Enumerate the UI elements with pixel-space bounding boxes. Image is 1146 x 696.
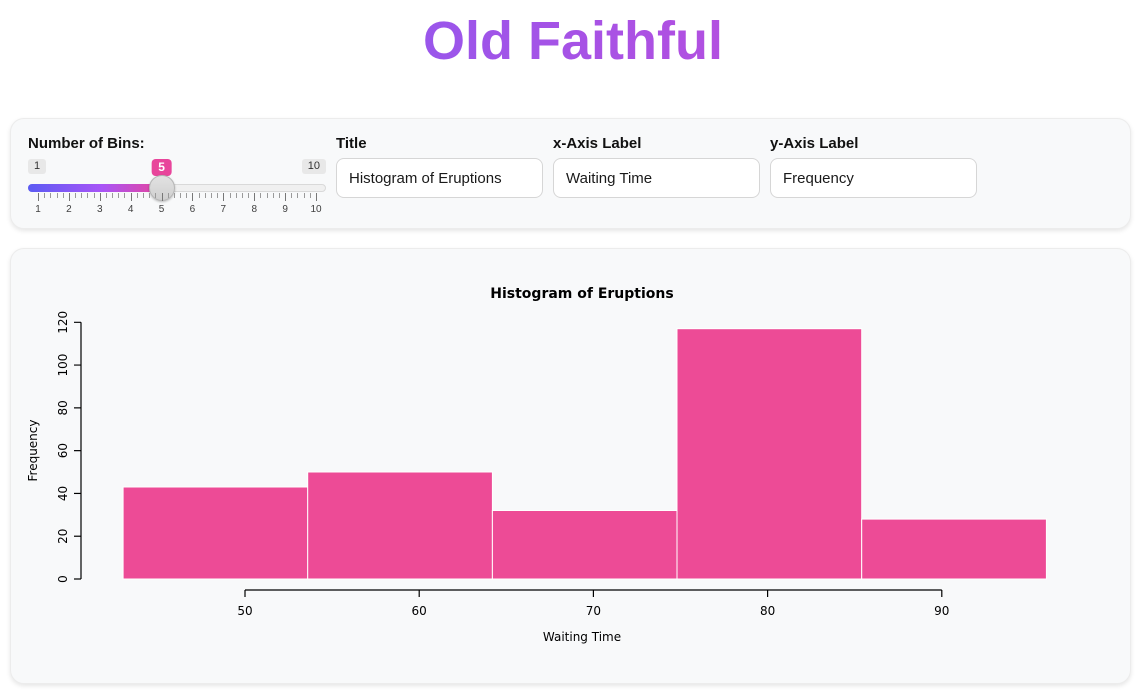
slider-grid-minor-tick: [204, 193, 206, 199]
slider-grid-minor-tick: [105, 193, 107, 199]
slider-grid-minor-tick: [186, 193, 188, 199]
slider-grid-minor-tick: [272, 193, 274, 199]
svg-text:70: 70: [586, 604, 601, 618]
slider-grid-minor-tick: [278, 193, 280, 199]
histogram-bar: [122, 486, 309, 580]
slider-grid-number: 8: [251, 204, 257, 216]
slider-grid-minor-tick: [136, 193, 138, 199]
slider-grid-tick: [316, 193, 317, 202]
svg-text:80: 80: [56, 400, 70, 415]
slider-grid-minor-tick: [124, 193, 126, 199]
slider-max-badge: 10: [301, 159, 326, 175]
histogram-bar: [676, 328, 863, 580]
slider-grid-tick: [38, 193, 39, 202]
slider-grid-tick: [161, 193, 163, 202]
slider-grid-tick: [285, 193, 287, 202]
slider-grid-number: 4: [127, 204, 134, 216]
plot-title: Histogram of Eruptions: [490, 286, 673, 302]
svg-text:20: 20: [56, 529, 70, 544]
slider-grid-minor-tick: [50, 193, 52, 199]
slider-grid-minor-tick: [248, 193, 250, 199]
y-axis-label-input[interactable]: [770, 158, 977, 199]
slider-value-badge: 5: [151, 159, 172, 177]
slider-track-fill: [28, 184, 162, 193]
svg-text:60: 60: [412, 604, 427, 618]
slider-grid-tick: [130, 193, 132, 202]
slider-grid-number: 9: [282, 204, 288, 216]
slider-grid-minor-tick: [241, 193, 243, 199]
slider-grid-minor-tick: [173, 193, 175, 199]
slider-grid-tick: [223, 193, 225, 202]
slider-grid-minor-tick: [149, 193, 151, 199]
ylabel-input-label: y-Axis Label: [770, 135, 859, 153]
svg-text:90: 90: [934, 604, 949, 618]
slider-grid-minor-tick: [309, 193, 311, 199]
title-input[interactable]: [336, 158, 543, 199]
svg-text:100: 100: [56, 354, 70, 377]
xlabel-control: x-Axis Label: [553, 133, 760, 214]
x-axis-label-input[interactable]: [553, 158, 760, 199]
slider-grid-minor-tick: [81, 193, 83, 199]
slider-grid-minor-tick: [198, 193, 200, 199]
slider-grid-number: 10: [310, 204, 322, 216]
slider-grid-minor-tick: [44, 193, 46, 199]
svg-text:40: 40: [56, 486, 70, 501]
svg-text:50: 50: [237, 604, 252, 618]
slider-grid-number: 7: [220, 204, 227, 216]
histogram-plot: 0 20 40 60 80 100 120 50 60 70 80 90 Histogram of Er…: [26, 286, 1047, 644]
slider-grid-minor-tick: [260, 193, 262, 199]
slider-grid-number: 1: [35, 204, 41, 216]
slider-grid-minor-tick: [167, 193, 169, 199]
slider-grid-minor-tick: [87, 193, 89, 199]
slider-grid-minor-tick: [229, 193, 231, 199]
slider-grid-minor-tick: [266, 193, 268, 199]
slider-grid-number: 2: [66, 204, 72, 216]
slider-grid: 1 2 3 4 5 6 7 8 9 10: [28, 193, 326, 216]
histogram-bar: [491, 510, 678, 580]
plot-card: 0 20 40 60 80 100 120 50 60 70 80 90 Histogram of Er…: [10, 248, 1131, 685]
bins-slider[interactable]: 1 10 5 1 2 3 4 5 6 7 8 9 10: [28, 158, 326, 216]
slider-grid-number: 6: [189, 204, 196, 216]
svg-text:0: 0: [56, 575, 70, 583]
svg-text:60: 60: [56, 443, 70, 458]
slider-grid-tick: [99, 193, 101, 202]
bins-control: Number of Bins: 1 10 5 1 2 3 4 5 6 7 8 9 10: [28, 133, 326, 216]
xlabel-input-label: x-Axis Label: [553, 135, 642, 153]
slider-grid-number: 3: [96, 204, 103, 216]
slider-grid-number: 5: [158, 204, 165, 216]
controls-card: Number of Bins: 1 10 5 1 2 3 4 5 6 7 8 9 10 Title…: [10, 118, 1131, 230]
svg-text:80: 80: [760, 604, 775, 618]
slider-grid-minor-tick: [56, 193, 58, 199]
slider-min-badge: 1: [28, 159, 47, 175]
slider-grid-tick: [254, 193, 256, 202]
histogram-bar: [307, 471, 493, 580]
title-control: Title: [336, 133, 543, 214]
slider-grid-tick: [68, 193, 70, 202]
plot-x-axis-label: Waiting Time: [543, 630, 621, 644]
slider-grid-minor-tick: [143, 193, 145, 199]
histogram-bar: [861, 518, 1047, 580]
slider-grid-minor-tick: [155, 193, 157, 199]
slider-grid-minor-tick: [93, 193, 95, 199]
svg-text:120: 120: [56, 311, 70, 334]
slider-grid-tick: [192, 193, 194, 202]
slider-grid-minor-tick: [112, 193, 114, 199]
app-header: Old Faithful: [0, 10, 1146, 72]
slider-grid-minor-tick: [291, 193, 293, 199]
app-title: Old Faithful: [0, 10, 1146, 72]
title-input-label: Title: [336, 135, 367, 153]
slider-grid-minor-tick: [210, 193, 212, 199]
slider-grid-minor-tick: [217, 193, 219, 199]
slider-grid-minor-tick: [303, 193, 305, 199]
plot-y-axis-label: Frequency: [26, 420, 40, 482]
slider-grid-minor-tick: [180, 193, 182, 199]
slider-grid-minor-tick: [235, 193, 237, 199]
slider-grid-minor-tick: [118, 193, 120, 199]
slider-grid-minor-tick: [75, 193, 77, 199]
slider-grid-minor-tick: [62, 193, 64, 199]
ylabel-control: y-Axis Label: [770, 133, 977, 214]
slider-grid-minor-tick: [297, 193, 299, 199]
bins-label: Number of Bins:: [28, 135, 145, 153]
